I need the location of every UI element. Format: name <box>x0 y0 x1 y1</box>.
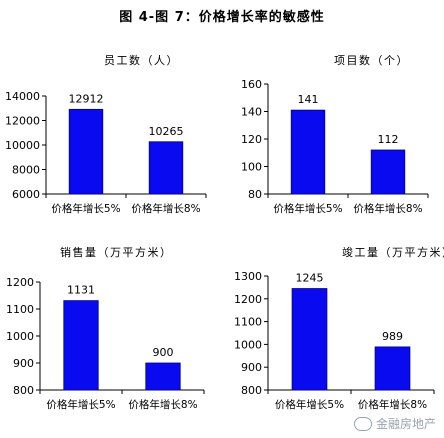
data-label: 1131 <box>67 284 95 297</box>
data-label: 10265 <box>149 125 184 138</box>
data-label: 112 <box>378 133 399 146</box>
y-tick-label: 900 <box>241 361 262 374</box>
y-tick-label: 100 <box>241 161 262 174</box>
y-tick-label: 14000 <box>5 90 40 103</box>
category-label: 价格年增长5% <box>46 398 115 411</box>
chart-title: 项目数（个） <box>334 54 409 67</box>
chart-employees-svg: 员工数（人） 6000 8000 10000 12000 14000 12912 价格年增长5… <box>5 54 207 215</box>
watermark: 金融房地产 <box>353 415 436 432</box>
y-tick-label: 120 <box>241 133 262 146</box>
category-label: 价格年增长8% <box>353 202 422 215</box>
category-label: 价格年增长5% <box>51 202 120 215</box>
chart-completion-volume: 竣工量（万平方米） 800 900 1000 1100 1200 1300 1245 价格年增长… <box>222 240 444 420</box>
bar-employees-2 <box>148 141 184 195</box>
y-tick-label: 80 <box>248 188 262 201</box>
chart-completion-volume-svg: 竣工量（万平方米） 800 900 1000 1100 1200 1300 1245 价格年增长… <box>234 245 444 411</box>
bar-sales-volume-1 <box>63 300 99 391</box>
y-tick-label: 1200 <box>234 293 262 306</box>
chart-title: 销售量（万平方米） <box>60 245 173 259</box>
bar-projects-1 <box>290 109 326 195</box>
data-label: 1245 <box>296 272 324 285</box>
y-tick-label: 800 <box>241 384 262 397</box>
data-label: 141 <box>298 93 319 106</box>
chart-title: 员工数（人） <box>104 54 179 67</box>
bar-completion-volume-2 <box>374 346 411 391</box>
chat-bubble-icon <box>353 416 372 431</box>
category-label: 价格年增长8% <box>358 398 427 411</box>
y-tick-label: 1100 <box>234 316 262 329</box>
category-label: 价格年增长8% <box>128 398 197 411</box>
data-label: 12912 <box>69 92 104 105</box>
y-tick-label: 8000 <box>12 164 40 177</box>
y-tick-label: 1000 <box>234 338 262 351</box>
y-tick-label: 1100 <box>6 303 34 316</box>
watermark-text: 金融房地产 <box>375 417 436 431</box>
category-label: 价格年增长8% <box>131 202 200 215</box>
bar-sales-volume-2 <box>145 362 181 391</box>
chart-projects-svg: 项目数（个） 80 100 120 140 160 141 价格年增长5% 112 价格年增长8% <box>241 54 429 215</box>
category-label: 价格年增长5% <box>275 398 344 411</box>
chart-employees: 员工数（人） 6000 8000 10000 12000 14000 12912 价格年增长5… <box>0 50 222 228</box>
figure-title: 图 4-图 7：价格增长率的敏感性 <box>119 10 325 25</box>
bar-completion-volume-1 <box>291 288 328 391</box>
y-tick-label: 800 <box>13 384 34 397</box>
y-tick-label: 1000 <box>6 330 34 343</box>
data-label: 900 <box>153 346 174 359</box>
bar-employees-1 <box>68 108 104 195</box>
chart-sales-volume: 销售量（万平方米） 800 900 1000 1100 1200 1131 价格年增长5% 90… <box>0 240 222 420</box>
y-tick-label: 12000 <box>5 115 40 128</box>
y-tick-label: 160 <box>241 78 262 91</box>
data-label: 989 <box>382 330 403 343</box>
chart-projects: 项目数（个） 80 100 120 140 160 141 价格年增长5% 112 价格年增长8% <box>222 50 444 228</box>
y-tick-label: 1300 <box>234 270 262 283</box>
y-tick-label: 140 <box>241 106 262 119</box>
chart-sales-volume-svg: 销售量（万平方米） 800 900 1000 1100 1200 1131 价格年增长5% 90… <box>6 245 205 411</box>
y-tick-label: 900 <box>13 357 34 370</box>
category-label: 价格年增长5% <box>273 202 342 215</box>
bar-projects-2 <box>370 149 406 195</box>
y-tick-label: 1200 <box>6 276 34 289</box>
y-tick-label: 10000 <box>5 139 40 152</box>
y-tick-label: 6000 <box>12 188 40 201</box>
chart-title: 竣工量（万平方米） <box>342 245 444 259</box>
